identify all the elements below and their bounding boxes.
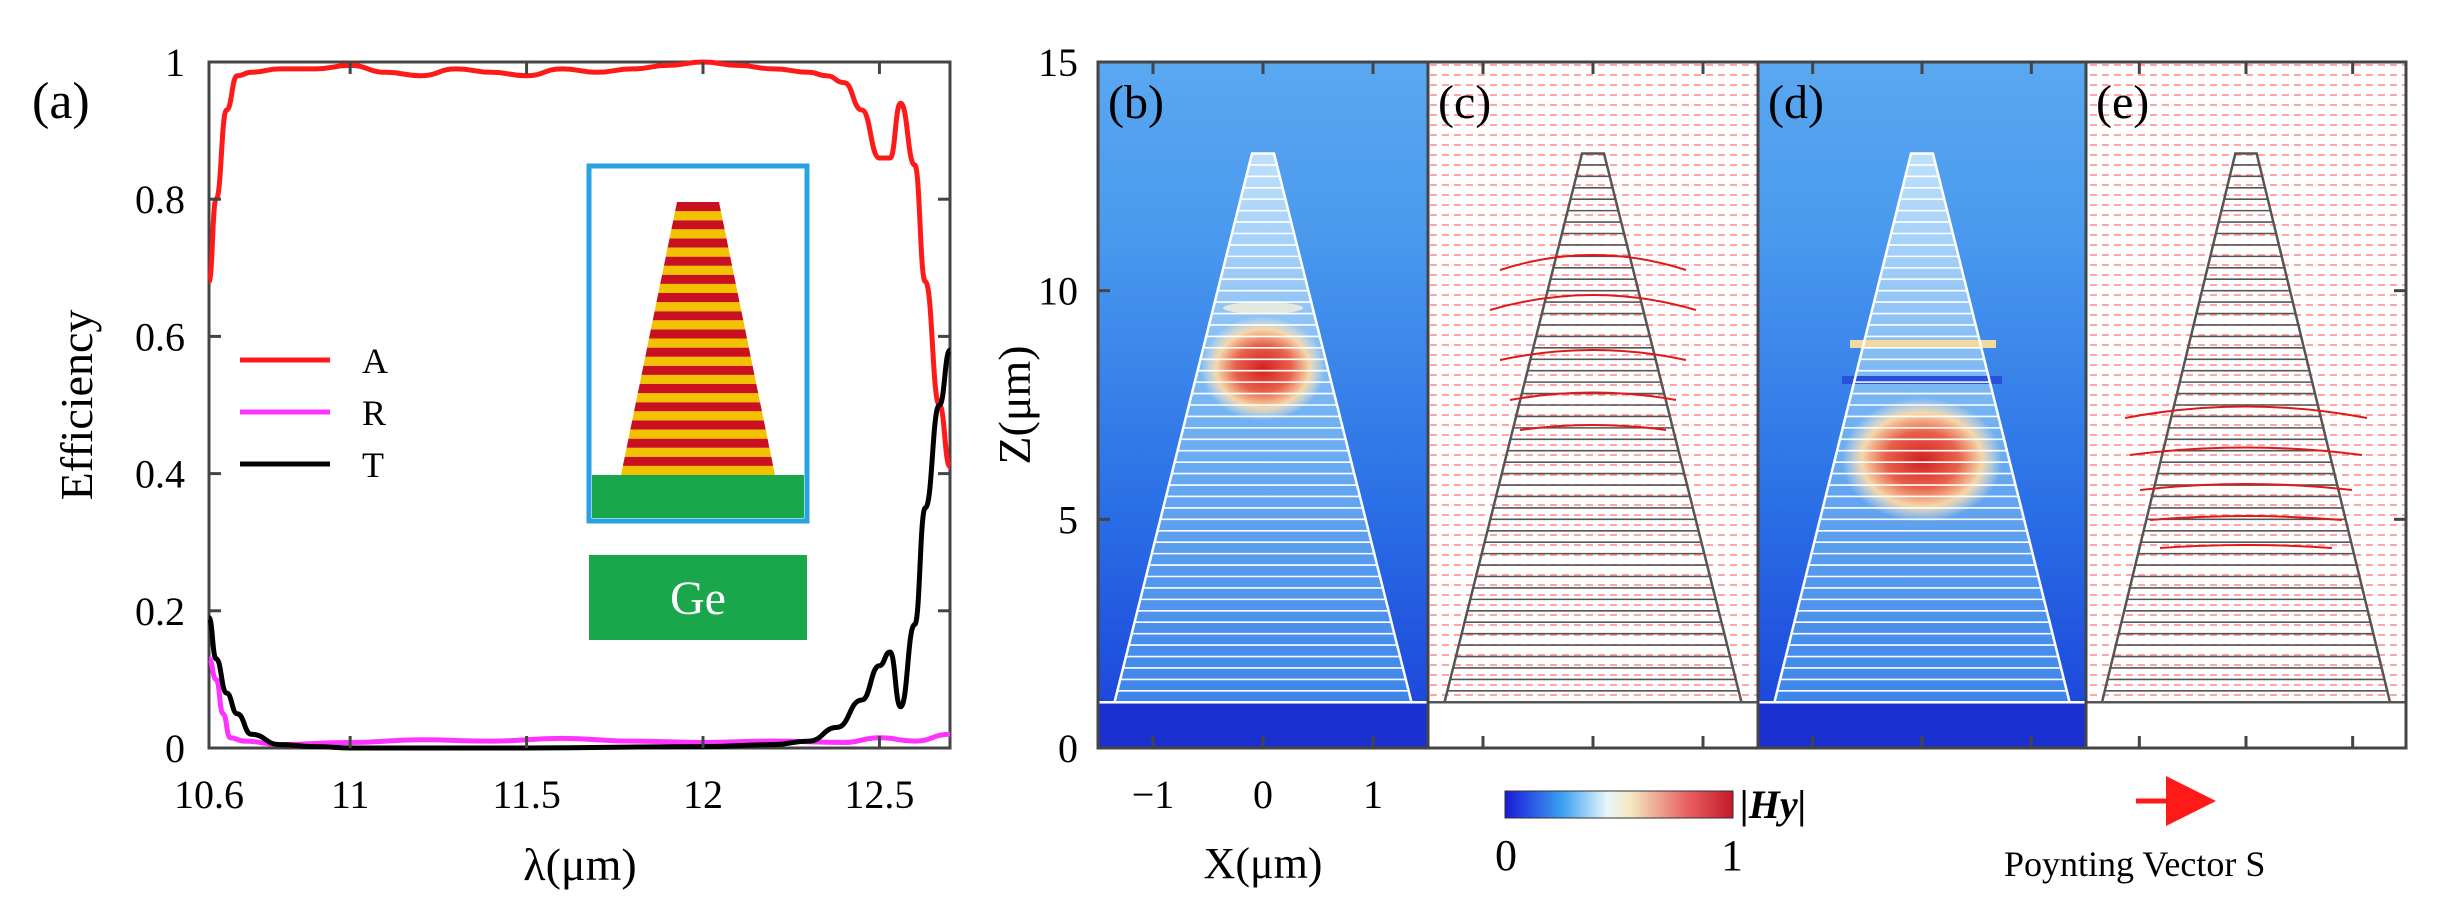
inset-layer: [652, 311, 744, 321]
inset-layer: [650, 320, 746, 330]
series-line-R: [206, 656, 951, 748]
x-axis-label-x: X(μm): [1204, 839, 1323, 888]
panel-c-layers: [1428, 152, 1758, 704]
x-tick-label: 0: [1253, 772, 1273, 817]
panel-label-e: (e): [2096, 76, 2149, 129]
ge-substrate-block: [589, 555, 807, 640]
poynting-legend: Poynting Vector S: [2004, 776, 2265, 884]
inset-layer: [626, 438, 770, 448]
legend-a: A R T: [240, 341, 388, 485]
colorbar-label: |Hy|: [1740, 782, 1806, 827]
series-group: [206, 59, 953, 751]
colorbar: 0 1 |Hy|: [1495, 782, 1806, 880]
panel-d-map: [1758, 62, 2086, 748]
inset-layer: [630, 420, 766, 430]
x-tick-label-a: 12: [683, 772, 723, 817]
inset-layer: [667, 238, 729, 248]
x-tick-label-a: 12.5: [844, 772, 914, 817]
y-axis-label-z: Z(μm): [989, 345, 1040, 464]
panel-c-flux-arcs: [1489, 254, 1697, 431]
panel-label-b: (b): [1108, 76, 1164, 129]
inset-layer: [628, 429, 768, 439]
inset-layer: [675, 202, 721, 212]
inset-layer: [641, 365, 755, 375]
inset-layer: [649, 329, 747, 339]
series-line-T: [206, 347, 953, 751]
panel-e-flux-arcs: [2124, 405, 2368, 549]
panel-b-map: [1098, 62, 1428, 748]
y-tick-label-a: 0.4: [135, 452, 185, 497]
axis-ticks-a: 10.6 11 11.5 12 12.5 0 0.2 0.4 0.6 0.8 1: [135, 40, 950, 817]
legend-label-T: T: [362, 445, 384, 485]
inset-layer: [669, 229, 727, 239]
inset-layer: [622, 456, 774, 466]
panel-b-hotspot: [1201, 316, 1325, 421]
inset-layer: [662, 265, 734, 275]
inset-layer: [635, 393, 761, 403]
x-tick-label-a: 11.5: [492, 772, 561, 817]
panel-label-d: (d): [1768, 76, 1824, 129]
x-tick-label-a: 10.6: [174, 772, 244, 817]
frame-b-to-e: [1096, 60, 2408, 750]
legend-label-A: A: [362, 341, 388, 381]
inset-layer: [673, 211, 723, 221]
plot-frame-a: [207, 60, 952, 750]
y-tick-label-a: 0.2: [135, 589, 185, 634]
panel-e-map: [2086, 62, 2406, 748]
panel-label-c: (c): [1438, 76, 1491, 129]
inset-layer: [624, 447, 772, 457]
inset-trapezoid-stack: [621, 202, 775, 475]
inset-layer: [645, 347, 751, 357]
y-tick-label-a: 1: [165, 40, 185, 85]
inset-layer: [671, 220, 725, 230]
panel-label-a: (a): [32, 73, 90, 130]
y-tick-label-a: 0.6: [135, 314, 185, 359]
axis-ticks-b-to-e: 0 5 10 15 −1 0 1: [1038, 40, 2406, 817]
y-tick-label-a: 0: [165, 726, 185, 771]
panel-d-layers: [1758, 152, 2086, 704]
x-tick-label: 1: [1363, 772, 1383, 817]
inset-layer: [660, 274, 736, 284]
inset-layer: [654, 302, 742, 312]
colorbar-gradient: [1504, 790, 1734, 819]
legend-label-R: R: [362, 393, 386, 433]
inset-layer: [639, 374, 757, 384]
x-axis-label-a: λ(μm): [523, 839, 636, 890]
z-tick-label: 10: [1038, 269, 1078, 314]
y-axis-label-a: Efficiency: [51, 310, 102, 501]
y-tick-label-a: 0.8: [135, 177, 185, 222]
inset-layer: [663, 256, 733, 266]
inset-layer: [665, 247, 731, 257]
inset-layer: [656, 293, 740, 303]
colorbar-max-label: 1: [1721, 831, 1743, 880]
inset-schematic: Ge: [586, 163, 810, 640]
inset-layer: [621, 465, 775, 475]
inset-layer: [632, 411, 764, 421]
inset-layer: [658, 283, 738, 293]
series-line-A: [206, 59, 953, 470]
inset-layer: [647, 338, 749, 348]
panel-b-layers: [1098, 152, 1428, 704]
z-tick-label: 0: [1058, 726, 1078, 771]
z-tick-label: 15: [1038, 40, 1078, 85]
line-chart-panel-a: (a) 10.6 11 11.5 12 12.5 0 0.2 0.4 0.6 0.8 1 Effic…: [32, 40, 953, 890]
panel-e-layers: [2086, 152, 2406, 704]
x-tick-label: −1: [1132, 772, 1175, 817]
colorbar-min-label: 0: [1495, 831, 1517, 880]
panel-c-map: [1428, 62, 1758, 748]
inset-substrate: [592, 475, 804, 518]
inset-layer: [643, 356, 753, 366]
ge-label: Ge: [670, 572, 726, 625]
inset-layer: [634, 402, 762, 412]
x-tick-label-a: 11: [331, 772, 370, 817]
inset-layer: [637, 384, 759, 394]
poynting-vector-label: Poynting Vector S: [2004, 844, 2265, 884]
panel-d-dark-band: [1842, 376, 2002, 384]
panel-d-minor-band: [1850, 340, 1996, 348]
z-tick-label: 5: [1058, 497, 1078, 542]
panel-b-minor-spot: [1223, 302, 1303, 314]
panel-d-hotspot: [1842, 397, 2002, 522]
